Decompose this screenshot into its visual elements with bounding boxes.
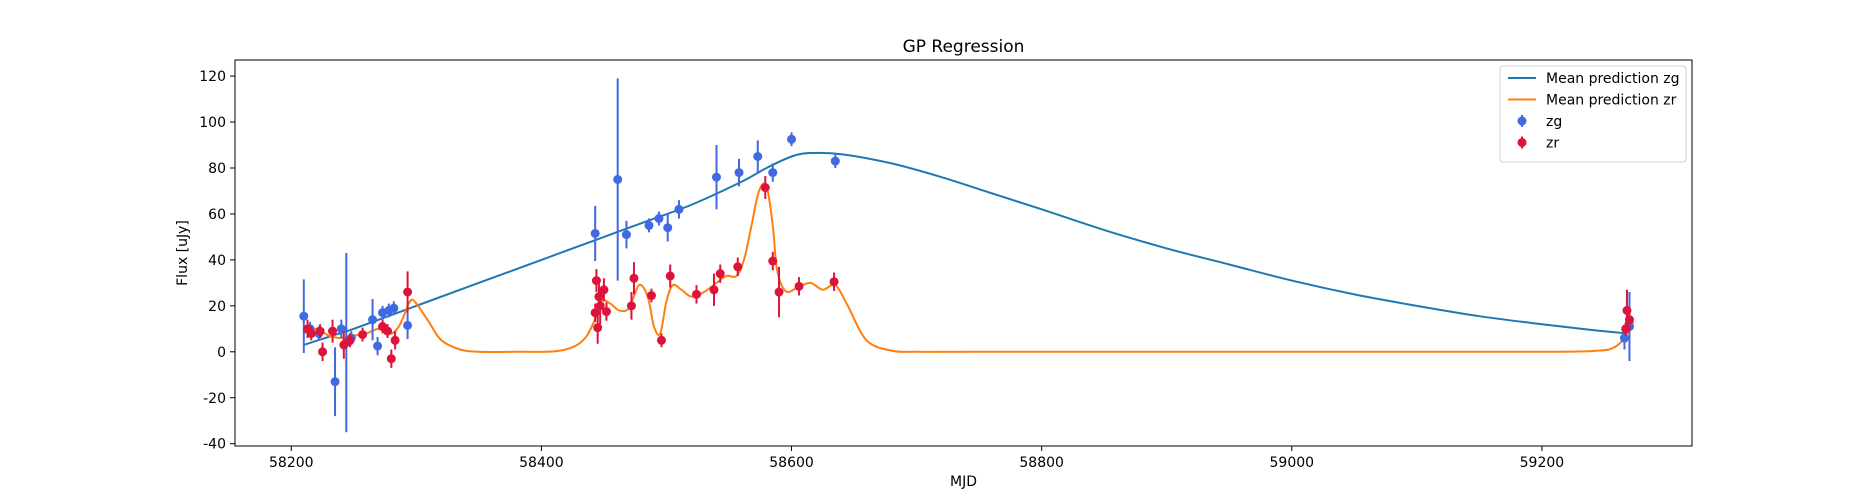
series-points-zg bbox=[299, 78, 1634, 433]
data-point-zg bbox=[373, 341, 383, 351]
data-point-zg bbox=[368, 315, 378, 325]
data-point-zr bbox=[665, 271, 675, 281]
data-point-zg bbox=[753, 152, 763, 161]
data-point-zg bbox=[787, 134, 797, 144]
data-point-zr bbox=[733, 262, 743, 272]
y-tick-label: -40 bbox=[203, 437, 226, 453]
data-point-zg bbox=[299, 311, 309, 321]
x-tick-label: 58800 bbox=[1019, 455, 1064, 471]
data-point-zr bbox=[691, 289, 701, 299]
chart-title: GP Regression bbox=[903, 37, 1025, 57]
data-point-zg bbox=[654, 214, 664, 224]
y-tick-label: 0 bbox=[217, 345, 226, 361]
legend-marker-swatch bbox=[1517, 116, 1527, 126]
x-axis-label: MJD bbox=[950, 474, 977, 490]
plot-area bbox=[299, 78, 1635, 433]
data-point-zg bbox=[621, 230, 631, 240]
data-point-zg bbox=[403, 320, 413, 330]
legend-box bbox=[1499, 65, 1687, 163]
y-axis-label: Flux [uJy] bbox=[175, 220, 191, 286]
legend-label: zg bbox=[1546, 114, 1562, 130]
data-point-zr bbox=[390, 335, 400, 345]
data-point-zr bbox=[709, 285, 719, 295]
data-point-zr bbox=[403, 287, 413, 297]
data-point-zr bbox=[593, 323, 603, 333]
data-point-zr bbox=[794, 281, 804, 291]
data-point-zg bbox=[590, 228, 600, 238]
data-point-zr bbox=[768, 256, 778, 266]
data-point-zg bbox=[663, 223, 673, 233]
legend-label: Mean prediction zr bbox=[1546, 93, 1677, 109]
data-point-zr bbox=[601, 307, 611, 317]
data-point-zg bbox=[711, 172, 721, 182]
data-point-zg bbox=[336, 324, 346, 334]
data-point-zr bbox=[646, 291, 656, 301]
data-point-zr bbox=[656, 335, 666, 345]
data-point-zr bbox=[1624, 315, 1634, 325]
data-point-zg bbox=[734, 168, 744, 178]
data-point-zg bbox=[674, 204, 684, 214]
data-point-zg bbox=[389, 303, 399, 313]
y-tick-label: 60 bbox=[208, 207, 226, 223]
data-point-zr bbox=[383, 326, 393, 336]
x-tick-label: 59000 bbox=[1270, 455, 1315, 471]
legend-label: Mean prediction zg bbox=[1546, 71, 1680, 87]
data-point-zr bbox=[715, 269, 725, 279]
x-tick-label: 58400 bbox=[519, 455, 564, 471]
series-line-mean-prediction-zr bbox=[303, 182, 1635, 353]
y-tick-label: 100 bbox=[199, 115, 226, 131]
series-points-zr bbox=[303, 176, 1634, 368]
y-tick-label: 80 bbox=[208, 161, 226, 177]
x-tick-label: 58200 bbox=[269, 455, 314, 471]
legend-label: zr bbox=[1546, 136, 1559, 152]
data-point-zr bbox=[315, 326, 325, 336]
data-point-zr bbox=[626, 301, 636, 311]
y-tick-label: 20 bbox=[208, 299, 226, 315]
data-point-zr bbox=[829, 277, 839, 287]
series-line-mean-prediction-zg bbox=[303, 151, 1628, 346]
legend-marker-swatch bbox=[1517, 138, 1527, 147]
y-tick-label: -20 bbox=[203, 391, 226, 407]
data-point-zg bbox=[613, 174, 623, 184]
plot-frame bbox=[234, 59, 1693, 447]
legend: Mean prediction zg Mean prediction zr zg zr bbox=[1499, 65, 1687, 163]
data-point-zr bbox=[591, 276, 601, 286]
data-point-zr bbox=[318, 347, 328, 357]
x-tick-label: 58600 bbox=[769, 455, 814, 471]
y-tick-label: 120 bbox=[199, 69, 226, 85]
data-point-zr bbox=[358, 330, 368, 340]
data-point-zr bbox=[629, 273, 639, 283]
data-point-zr bbox=[386, 354, 396, 364]
data-point-zg bbox=[1619, 333, 1629, 343]
data-point-zg bbox=[768, 168, 778, 178]
data-point-zg bbox=[644, 220, 654, 230]
y-tick-label: 40 bbox=[208, 253, 226, 269]
data-point-zr bbox=[306, 328, 316, 338]
data-point-zr bbox=[339, 340, 349, 350]
data-point-zr bbox=[595, 301, 605, 311]
axes: 58200 58400 58600 58800 59000 59200 -40 -20 0 20 4… bbox=[199, 59, 1693, 471]
data-point-zr bbox=[774, 287, 784, 297]
data-point-zr bbox=[599, 285, 609, 295]
data-point-zr bbox=[760, 183, 770, 193]
data-point-zr bbox=[328, 326, 338, 336]
x-tick-label: 59200 bbox=[1520, 455, 1565, 471]
data-point-zg bbox=[330, 377, 340, 387]
series-layer bbox=[299, 78, 1635, 433]
data-point-zr bbox=[345, 335, 355, 345]
data-point-zg bbox=[830, 156, 840, 166]
